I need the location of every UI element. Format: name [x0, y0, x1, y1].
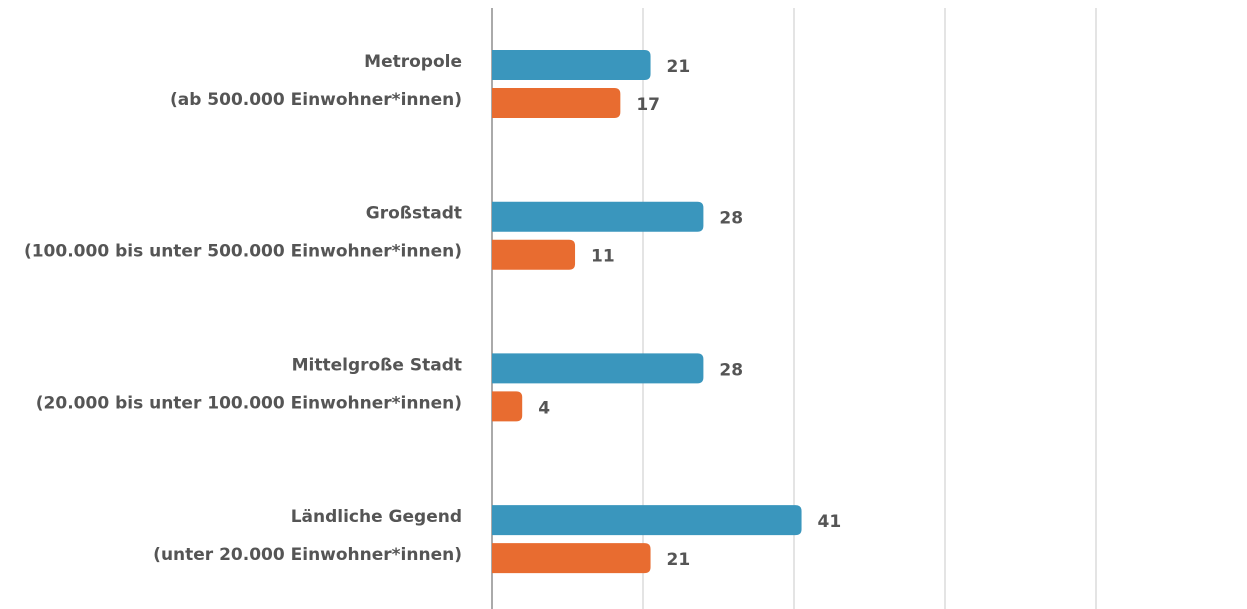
bar [492, 543, 651, 574]
category-label: (ab 500.000 Einwohner*innen) [170, 90, 462, 110]
bar [492, 391, 523, 422]
value-label: 28 [719, 209, 743, 229]
bar [492, 239, 576, 270]
value-label: 41 [818, 512, 842, 532]
value-label: 28 [719, 360, 743, 380]
value-label: 11 [591, 247, 615, 267]
bar [492, 505, 802, 536]
bar [492, 201, 704, 232]
value-label: 17 [636, 95, 660, 115]
category-label: (unter 20.000 Einwohner*innen) [153, 545, 462, 565]
category-label: Großstadt [366, 204, 462, 224]
category-label: Metropole [364, 52, 462, 72]
bar [492, 353, 704, 384]
value-label: 21 [667, 57, 691, 77]
bar [492, 50, 651, 80]
bar [492, 88, 621, 118]
category-label: (20.000 bis unter 100.000 Einwohner*inne… [36, 393, 462, 413]
category-label: Mittelgroße Stadt [292, 355, 462, 375]
category-label: (100.000 bis unter 500.000 Einwohner*inn… [24, 242, 462, 262]
category-label: Ländliche Gegend [291, 507, 462, 527]
value-label: 21 [667, 550, 691, 570]
value-label: 4 [538, 398, 550, 418]
